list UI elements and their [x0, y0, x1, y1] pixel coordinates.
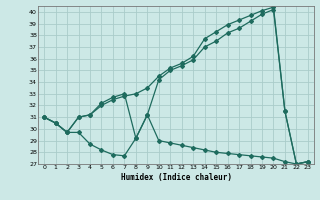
X-axis label: Humidex (Indice chaleur): Humidex (Indice chaleur) — [121, 173, 231, 182]
